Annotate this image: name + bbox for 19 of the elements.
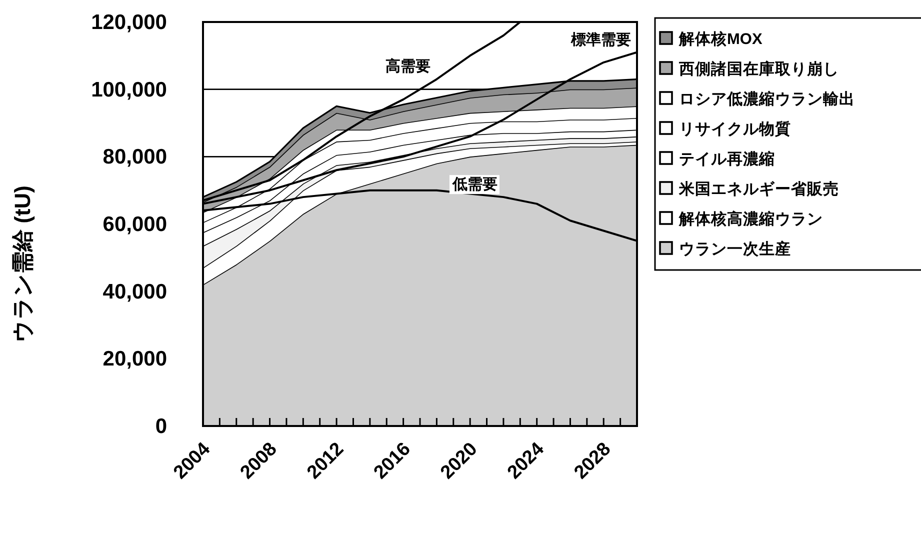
annotation: 低需要	[451, 176, 498, 194]
legend-label: リサイクル物質	[679, 120, 791, 138]
annotation: 標準需要	[570, 31, 631, 48]
legend-label: ウラン一次生産	[679, 240, 791, 258]
y-tick-label: 0	[155, 415, 167, 438]
y-tick-label: 100,000	[91, 78, 167, 102]
legend-label: テイル再濃縮	[679, 150, 775, 168]
y-tick-label: 20,000	[102, 348, 167, 371]
legend-label: 解体核MOX	[678, 30, 763, 48]
y-axis-title: ウラン需給 (tU)	[10, 186, 35, 342]
y-tick-label: 120,000	[91, 11, 167, 34]
legend-label: 米国エネルギー省販売	[678, 180, 839, 198]
annotation: 高需要	[386, 57, 431, 76]
legend-label: 解体核高濃縮ウラン	[678, 209, 823, 228]
y-tick-label: 40,000	[102, 280, 167, 304]
legend-label: 西側諸国在庫取り崩し	[678, 59, 839, 78]
y-tick-label: 80,000	[102, 146, 167, 169]
legend-label: ロシア低濃縮ウラン輸出	[679, 90, 855, 108]
y-tick-label: 60,000	[102, 213, 167, 236]
